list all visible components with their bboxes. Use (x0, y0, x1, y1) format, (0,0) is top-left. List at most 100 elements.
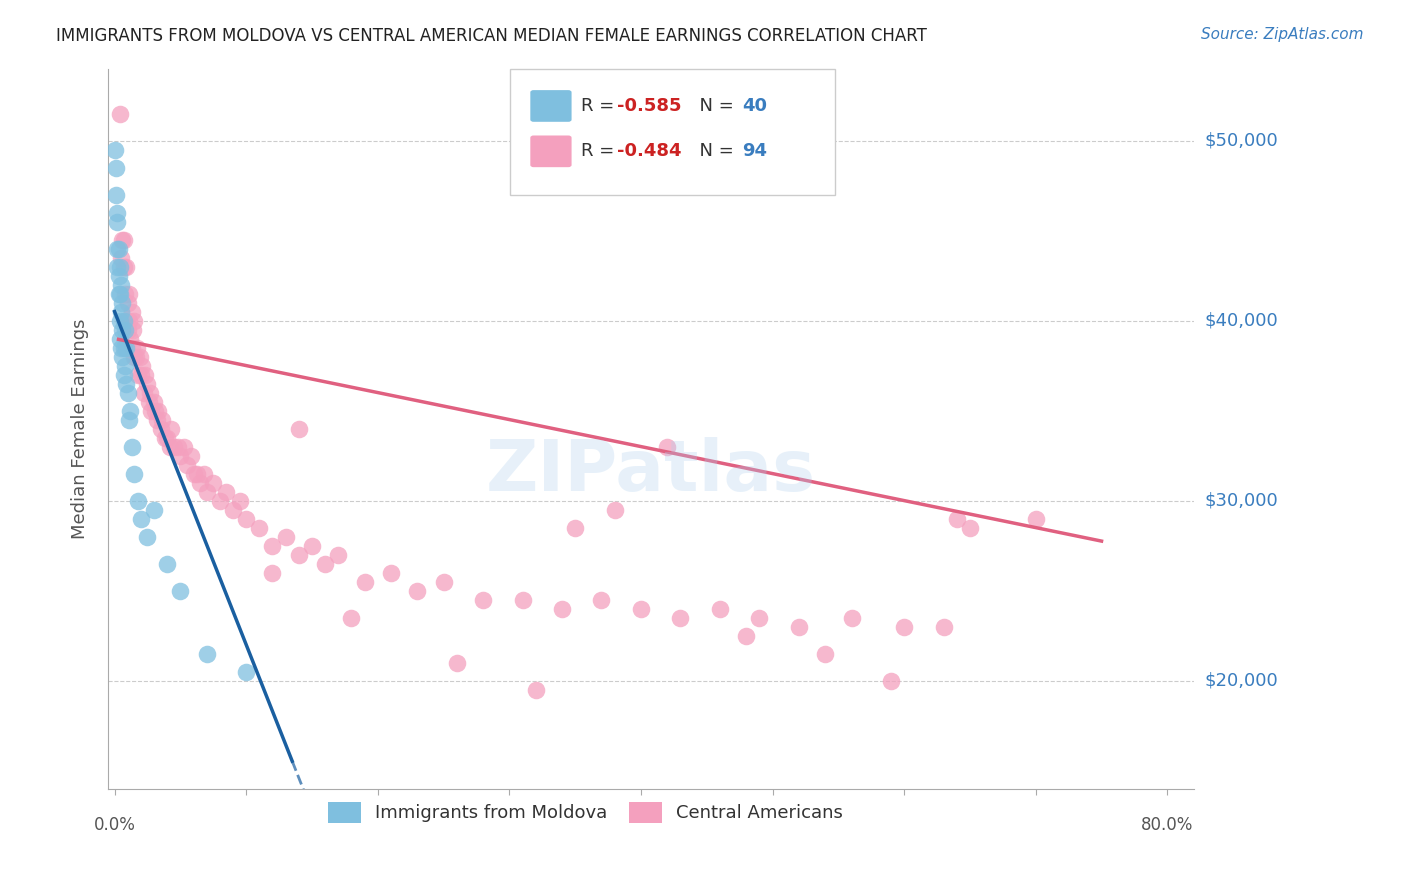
Point (104, 187, 127, 202)
Point (208, 493, 231, 508)
Point (748, 610, 770, 624)
Point (104, 161, 127, 175)
Point (129, 368, 152, 382)
Point (110, 277, 132, 292)
Point (110, 251, 132, 265)
Point (143, 502, 166, 516)
Point (188, 475, 211, 490)
Point (156, 431, 179, 445)
Point (959, 520, 981, 534)
Point (108, 313, 131, 327)
Point (262, 539, 284, 553)
Point (134, 368, 156, 382)
Point (288, 548, 311, 562)
Point (274, 530, 297, 544)
Point (946, 511, 969, 525)
Point (112, 233, 135, 247)
Point (149, 421, 172, 435)
Point (551, 601, 574, 615)
Point (104, 143, 127, 157)
Point (105, 205, 128, 219)
Point (143, 394, 166, 409)
Point (114, 359, 136, 373)
Point (141, 403, 163, 417)
Point (591, 592, 613, 607)
Point (735, 629, 758, 643)
Point (132, 385, 155, 400)
Point (127, 493, 149, 508)
Point (163, 440, 186, 454)
Text: R =: R = (581, 143, 620, 161)
Point (112, 368, 135, 382)
Text: Source: ZipAtlas.com: Source: ZipAtlas.com (1201, 27, 1364, 42)
Point (160, 421, 183, 435)
Point (125, 341, 148, 355)
Point (353, 574, 375, 589)
Point (124, 350, 146, 364)
Text: IMMIGRANTS FROM MOLDOVA VS CENTRAL AMERICAN MEDIAN FEMALE EARNINGS CORRELATION C: IMMIGRANTS FROM MOLDOVA VS CENTRAL AMERI… (56, 27, 927, 45)
Point (124, 350, 146, 364)
Point (880, 673, 903, 688)
Point (169, 583, 191, 598)
Point (115, 376, 138, 391)
Point (111, 295, 134, 310)
Point (432, 574, 454, 589)
Point (107, 286, 129, 301)
Text: 94: 94 (742, 143, 768, 161)
Point (139, 385, 162, 400)
Legend: Immigrants from Moldova, Central Americans: Immigrants from Moldova, Central America… (321, 795, 851, 830)
Point (288, 421, 311, 435)
Point (195, 647, 218, 661)
Point (114, 322, 136, 336)
Point (159, 440, 181, 454)
Point (183, 467, 205, 481)
Point (138, 394, 160, 409)
Point (108, 286, 131, 301)
Text: $40,000: $40,000 (1205, 311, 1278, 329)
Point (111, 322, 134, 336)
Y-axis label: Median Female Earnings: Median Female Earnings (72, 318, 89, 539)
Point (215, 484, 238, 499)
Point (173, 440, 195, 454)
Text: $30,000: $30,000 (1205, 491, 1278, 509)
Point (841, 610, 863, 624)
Point (893, 619, 915, 633)
Text: 80.0%: 80.0% (1142, 815, 1194, 834)
Point (709, 601, 731, 615)
Point (1025, 511, 1047, 525)
Point (117, 385, 139, 400)
Point (166, 440, 188, 454)
Point (932, 619, 955, 633)
Point (193, 467, 215, 481)
Point (136, 530, 159, 544)
Point (105, 260, 128, 274)
Point (114, 286, 136, 301)
Point (247, 520, 270, 534)
Point (156, 557, 179, 571)
Point (105, 242, 128, 256)
Point (108, 260, 131, 274)
Point (112, 341, 135, 355)
Point (110, 304, 132, 318)
Text: 0.0%: 0.0% (94, 815, 135, 834)
Point (176, 458, 198, 472)
Point (180, 449, 202, 463)
Point (153, 431, 176, 445)
Point (603, 502, 626, 516)
Point (115, 341, 138, 355)
Text: N =: N = (688, 97, 740, 115)
Point (121, 341, 143, 355)
Point (105, 214, 128, 228)
Point (262, 566, 284, 580)
Point (340, 610, 363, 624)
Point (127, 368, 149, 382)
Point (202, 475, 225, 490)
Point (446, 656, 468, 670)
Point (669, 610, 692, 624)
Point (122, 322, 145, 336)
FancyBboxPatch shape (530, 90, 572, 122)
Point (118, 313, 141, 327)
Point (235, 511, 257, 525)
Point (146, 403, 169, 417)
Point (512, 592, 534, 607)
